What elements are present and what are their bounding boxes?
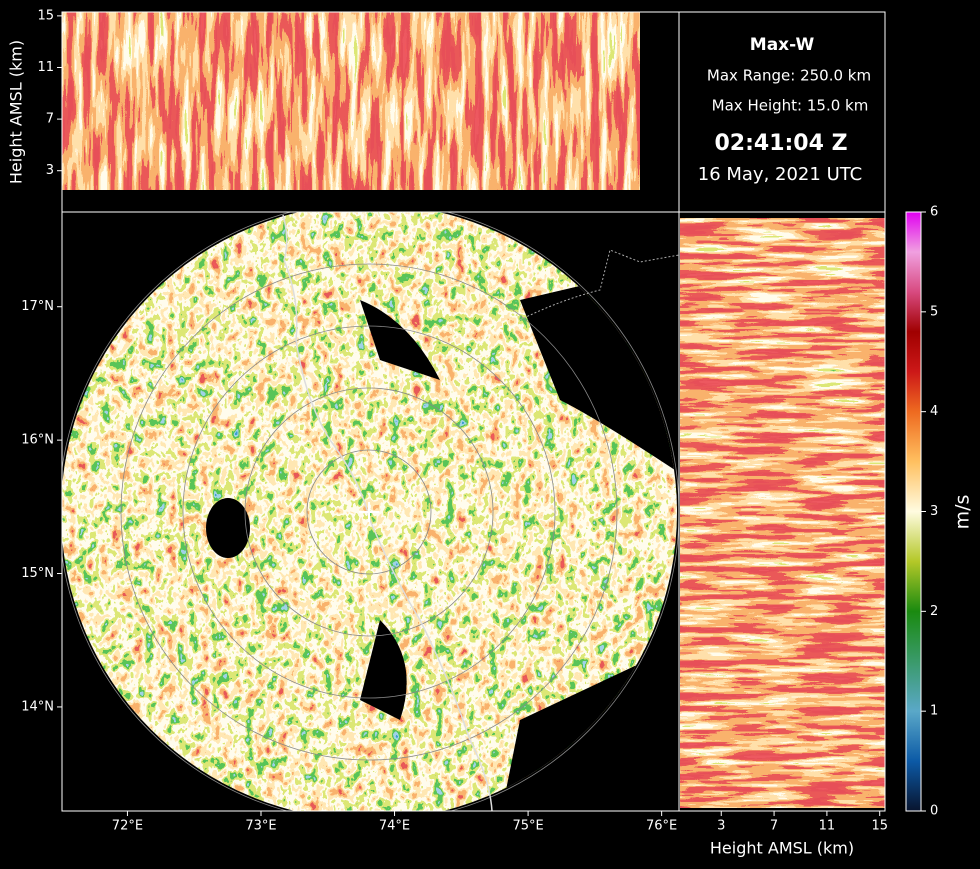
y-tick-label: 7 xyxy=(46,112,54,127)
echo-gap xyxy=(360,300,440,380)
y-tick-label: 4 xyxy=(930,404,938,419)
x-tick-label: 3 xyxy=(717,819,725,834)
x-axis-label: Height AMSL (km) xyxy=(710,839,854,858)
y-tick-label: 15°N xyxy=(21,566,54,581)
product-title: Max-W xyxy=(750,35,815,55)
coastline xyxy=(282,214,493,811)
y-tick-label: 16°N xyxy=(21,433,54,448)
max-height: Max Height: 15.0 km xyxy=(712,97,869,115)
echo-gap xyxy=(360,620,407,720)
y-tick-label: 0 xyxy=(930,804,938,819)
y-tick-label: 17°N xyxy=(21,299,54,314)
x-tick-label: 7 xyxy=(770,819,778,834)
y-tick-label: 1 xyxy=(930,704,938,719)
x-tick-label: 15 xyxy=(871,819,888,834)
max-range: Max Range: 250.0 km xyxy=(707,67,871,85)
x-tick-label: 75°E xyxy=(512,819,543,834)
y-tick-label: 5 xyxy=(930,304,938,319)
y-tick-label: 15 xyxy=(37,8,54,23)
y-axis-label: Height AMSL (km) xyxy=(7,40,26,184)
scan-time: 02:41:04 Z xyxy=(714,131,847,156)
border xyxy=(519,249,679,321)
y-tick-label: 6 xyxy=(930,205,938,220)
ppi-imagery xyxy=(62,212,679,811)
range-rings xyxy=(62,212,679,811)
y-tick-label: 14°N xyxy=(21,699,54,714)
radar-site xyxy=(359,502,379,522)
x-tick-label: 73°E xyxy=(245,819,276,834)
lon-section-field xyxy=(62,12,640,190)
y-tick-label: 3 xyxy=(46,163,54,178)
x-tick-label: 74°E xyxy=(379,819,410,834)
y-tick-label: 3 xyxy=(930,504,938,519)
scan-date: 16 May, 2021 UTC xyxy=(698,164,863,185)
x-tick-label: 76°E xyxy=(646,819,677,834)
colorbar-label: m/s xyxy=(952,495,974,530)
x-tick-label: 72°E xyxy=(112,819,143,834)
y-tick-label: 2 xyxy=(930,604,938,619)
lat-section-field xyxy=(680,218,885,808)
echo-gap xyxy=(206,498,250,558)
y-tick-label: 11 xyxy=(37,60,54,75)
colorbar xyxy=(906,212,921,811)
x-tick-label: 11 xyxy=(819,819,836,834)
